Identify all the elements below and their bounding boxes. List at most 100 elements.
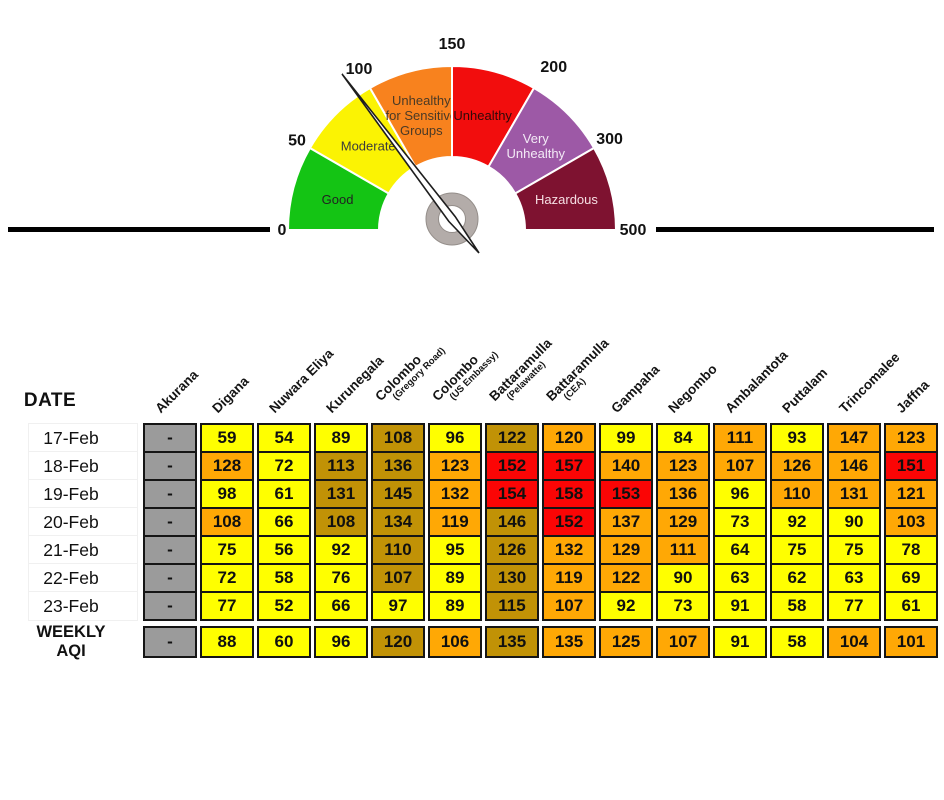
gauge-tick-label: 300	[596, 131, 623, 148]
gauge-segment-label: Good	[322, 192, 354, 207]
aqi-cell: 135	[542, 626, 596, 658]
aqi-cell: 92	[599, 591, 653, 621]
aqi-cell: 145	[371, 479, 425, 509]
aqi-cell: 58	[770, 591, 824, 621]
aqi-cell: 72	[257, 451, 311, 481]
aqi-cell: 93	[770, 423, 824, 453]
weekly-aqi-row: WEEKLY AQI -88 60 96 120 106 135 135 125 107 91 58 10…	[28, 623, 940, 660]
aqi-cell: 89	[428, 591, 482, 621]
table-row: 17-Feb -59 54 89 108 96 122 120 99 84 111 93 147 123	[28, 423, 940, 453]
gauge-tick-label: 50	[288, 133, 306, 150]
aqi-cell: 89	[428, 563, 482, 593]
aqi-cell: 157	[542, 451, 596, 481]
aqi-cell: 56	[257, 535, 311, 565]
aqi-cell: 63	[827, 563, 881, 593]
aqi-cell: 63	[713, 563, 767, 593]
aqi-cell: 110	[371, 535, 425, 565]
gauge-tick-label: 150	[439, 36, 466, 53]
aqi-cell: 123	[428, 451, 482, 481]
aqi-cell: 103	[884, 507, 938, 537]
aqi-cell: 61	[257, 479, 311, 509]
aqi-cell: 84	[656, 423, 710, 453]
aqi-cell: 59	[200, 423, 254, 453]
aqi-cell: 72	[200, 563, 254, 593]
column-name: Puttalam	[779, 364, 831, 416]
aqi-cell: 107	[542, 591, 596, 621]
aqi-cell: 107	[656, 626, 710, 658]
aqi-cell: 140	[599, 451, 653, 481]
column-name: Jaffna	[893, 377, 933, 416]
weekly-row-label: WEEKLY AQI	[28, 623, 138, 660]
column-header-akurana: Akurana	[152, 367, 202, 416]
gauge-segment-label: Hazardous	[535, 192, 598, 207]
aqi-cell: 135	[485, 626, 539, 658]
aqi-cell: 122	[599, 563, 653, 593]
aqi-cell: -	[143, 563, 197, 593]
aqi-cell: 62	[770, 563, 824, 593]
aqi-cell: 151	[884, 451, 938, 481]
aqi-cell: 77	[827, 591, 881, 621]
aqi-cell: 128	[200, 451, 254, 481]
aqi-cell: 120	[371, 626, 425, 658]
aqi-cell: -	[143, 591, 197, 621]
aqi-cell: 130	[485, 563, 539, 593]
aqi-cell: 73	[713, 507, 767, 537]
table-row: 18-Feb -128 72 113 136 123 152 157 140 123 107 126 1…	[28, 451, 940, 481]
aqi-cell: 107	[713, 451, 767, 481]
aqi-cell: 121	[884, 479, 938, 509]
column-header-negombo: Negombo	[665, 361, 720, 416]
aqi-cell: 64	[713, 535, 767, 565]
aqi-cell: 131	[314, 479, 368, 509]
aqi-cell: 132	[542, 535, 596, 565]
aqi-cell: 76	[314, 563, 368, 593]
aqi-cell: 60	[257, 626, 311, 658]
aqi-cell: 126	[485, 535, 539, 565]
column-header-puttalam: Puttalam	[779, 364, 831, 416]
gauge-tick-label: 0	[278, 222, 287, 239]
aqi-cell: 75	[827, 535, 881, 565]
aqi-cell: 69	[884, 563, 938, 593]
column-name: Akurana	[152, 367, 202, 416]
gauge-tick-label: 200	[540, 59, 567, 76]
date-label: 22-Feb	[28, 563, 138, 593]
aqi-cell: 58	[257, 563, 311, 593]
aqi-cell: 90	[656, 563, 710, 593]
aqi-cell: 108	[200, 507, 254, 537]
table-row: 23-Feb -77 52 66 97 89 115 107 92 73 91 58 77 61	[28, 591, 940, 621]
aqi-cell: 152	[485, 451, 539, 481]
column-name: Kurunegala	[323, 352, 387, 416]
aqi-cell: 129	[599, 535, 653, 565]
aqi-cell: 123	[884, 423, 938, 453]
aqi-cell: 110	[770, 479, 824, 509]
aqi-cell: 52	[257, 591, 311, 621]
aqi-cell: 96	[428, 423, 482, 453]
weekly-label-line: WEEKLY	[36, 623, 106, 641]
aqi-cell: -	[143, 626, 197, 658]
column-name: Negombo	[665, 361, 720, 416]
aqi-cell: 125	[599, 626, 653, 658]
aqi-cell: 153	[599, 479, 653, 509]
aqi-cell: 147	[827, 423, 881, 453]
aqi-cell: 126	[770, 451, 824, 481]
table-row: 22-Feb -72 58 76 107 89 130 119 122 90 63 62 63 69	[28, 563, 940, 593]
aqi-cell: 152	[542, 507, 596, 537]
aqi-cell: -	[143, 535, 197, 565]
table-body: 17-Feb -59 54 89 108 96 122 120 99 84 111 93 147 123 1…	[28, 423, 940, 660]
aqi-cell: 120	[542, 423, 596, 453]
column-name: Gampaha	[608, 361, 663, 416]
aqi-cell: 90	[827, 507, 881, 537]
date-label: 17-Feb	[28, 423, 138, 453]
aqi-cell: 146	[485, 507, 539, 537]
column-header-digana: Digana	[209, 373, 251, 415]
aqi-cell: 106	[428, 626, 482, 658]
aqi-cell: -	[143, 451, 197, 481]
aqi-cell: 119	[542, 563, 596, 593]
aqi-cell: 108	[371, 423, 425, 453]
aqi-cell: 123	[656, 451, 710, 481]
aqi-cell: 111	[656, 535, 710, 565]
aqi-cell: 132	[428, 479, 482, 509]
column-header-gampaha: Gampaha	[608, 361, 663, 416]
aqi-cell: 54	[257, 423, 311, 453]
